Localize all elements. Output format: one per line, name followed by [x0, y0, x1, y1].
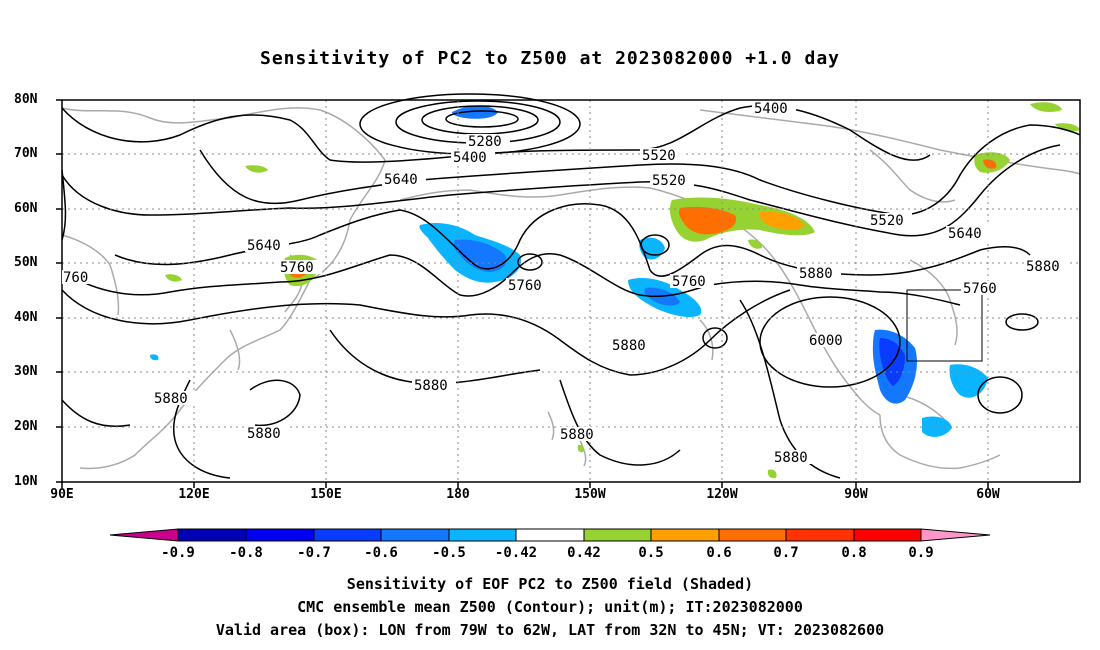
lat-label: 20N — [14, 419, 38, 434]
colorbar-label: 0.5 — [638, 545, 664, 561]
lat-label: 30N — [14, 364, 38, 379]
colorbar-swatch — [448, 528, 517, 542]
caption-line: Valid area (box): LON from 79W to 62W, L… — [215, 621, 885, 639]
colorbar-swatch — [245, 528, 315, 542]
colorbar-swatch — [313, 528, 382, 542]
gridlines — [62, 100, 1080, 482]
colorbar-label: 0.6 — [706, 545, 732, 561]
lat-label: 70N — [14, 146, 38, 161]
contour-label: 5880 — [1026, 259, 1060, 275]
contour-label: 5640 — [948, 226, 982, 242]
lon-label: 150E — [310, 487, 342, 502]
contour-label: 5400 — [754, 101, 788, 117]
coastlines — [61, 107, 1081, 470]
contour-label: 5760 — [508, 278, 542, 294]
colorbar-label: 0.7 — [773, 545, 799, 561]
contour-label: 5880 — [612, 338, 646, 354]
contour-label: 5760 — [280, 260, 314, 276]
colorbar-swatch — [650, 528, 720, 542]
contour-label: 5280 — [468, 134, 502, 150]
colorbar-swatch — [177, 528, 247, 542]
contour-label: 5400 — [453, 150, 487, 166]
lat-label: 80N — [14, 92, 38, 107]
lon-label: 90E — [50, 487, 74, 502]
contour-label: 5640 — [247, 238, 281, 254]
lat-label: 10N — [14, 474, 38, 489]
colorbar-label: 0.42 — [567, 545, 601, 561]
contour-label: 5880 — [414, 378, 448, 394]
colorbar-swatch — [583, 528, 652, 542]
colorbar-label: -0.8 — [229, 545, 263, 561]
valid-area-box — [906, 289, 983, 362]
lat-label: 60N — [14, 201, 38, 216]
contour-label: 5520 — [652, 173, 686, 189]
contour-label: 5880 — [154, 391, 188, 407]
contour-labels: 5400 5280 5400 5520 5640 5520 5520 5640 … — [62, 101, 1068, 466]
lon-label: 120E — [178, 487, 210, 502]
colorbar-label: -0.6 — [364, 545, 398, 561]
colorbar-label: -0.42 — [494, 545, 538, 561]
colorbar-swatch — [920, 528, 991, 542]
contour-label: 6000 — [809, 333, 843, 349]
colorbar-swatch — [785, 528, 855, 542]
colorbar-swatch — [718, 528, 787, 542]
contour-label: 760 — [63, 270, 88, 286]
contour-label: 5520 — [870, 213, 904, 229]
contour-label: 5760 — [963, 281, 997, 297]
lon-label: 120W — [706, 487, 738, 502]
chart-title: Sensitivity of PC2 to Z500 at 2023082000… — [259, 48, 840, 69]
lon-label: 90W — [844, 487, 868, 502]
colorbar — [109, 528, 991, 542]
colorbar-label: -0.7 — [297, 545, 331, 561]
colorbar-label: -0.9 — [161, 545, 195, 561]
colorbar-label: 0.9 — [908, 545, 934, 561]
colorbar-label: -0.5 — [432, 545, 466, 561]
map-frame — [61, 99, 1081, 483]
colorbar-swatch — [515, 528, 585, 542]
contour-label: 5880 — [799, 266, 833, 282]
contour-label: 5880 — [774, 450, 808, 466]
colorbar-swatch — [853, 528, 922, 542]
contour-label: 5760 — [672, 274, 706, 290]
lon-label: 60W — [976, 487, 1000, 502]
contour-label: 5640 — [384, 172, 418, 188]
lat-label: 50N — [14, 255, 38, 270]
colorbar-swatch — [380, 528, 450, 542]
lon-label: 180 — [446, 487, 470, 502]
caption-line: Sensitivity of EOF PC2 to Z500 field (Sh… — [346, 575, 754, 593]
contour-label: 5880 — [560, 427, 594, 443]
colorbar-swatch — [109, 528, 179, 542]
caption-line: CMC ensemble mean Z500 (Contour); unit(m… — [297, 598, 803, 616]
lon-label: 150W — [574, 487, 606, 502]
contour-label: 5520 — [642, 148, 676, 164]
contour-label: 5880 — [247, 426, 281, 442]
colorbar-label: 0.8 — [841, 545, 867, 561]
lat-label: 40N — [14, 310, 38, 325]
